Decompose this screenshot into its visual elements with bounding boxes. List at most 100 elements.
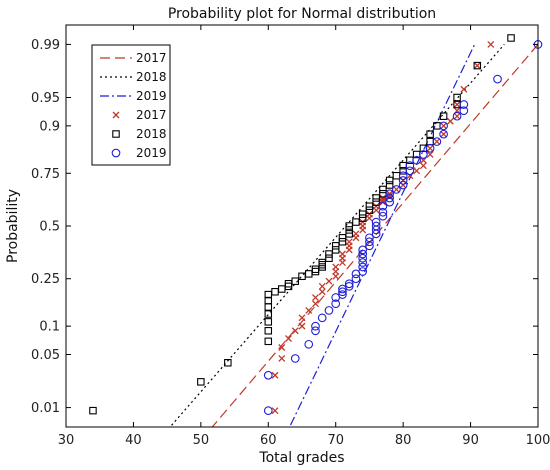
legend-label: 2017 <box>136 108 167 122</box>
data-point-2017-x <box>440 122 448 130</box>
x-tick-label: 100 <box>526 433 550 448</box>
legend-box <box>91 44 171 166</box>
data-point-2018-square <box>379 185 387 194</box>
data-point-2017-x <box>278 354 286 362</box>
data-point-2018-square <box>345 230 353 238</box>
x-tick-label: 90 <box>462 433 479 448</box>
y-tick-label: 0.01 <box>31 401 60 416</box>
data-point-2018-square <box>264 327 273 335</box>
data-point-2019-circle <box>331 299 341 309</box>
data-point-2018-square <box>331 242 340 250</box>
data-point-2019-circle <box>459 100 469 109</box>
data-point-2019-circle <box>371 217 381 227</box>
data-point-2019-circle <box>425 143 435 153</box>
data-point-2019-circle <box>459 106 469 116</box>
data-point-2019-circle <box>358 245 368 255</box>
data-point-2017-x <box>413 167 421 175</box>
data-point-2017-x <box>359 218 367 226</box>
x-tick-label: 60 <box>260 433 277 448</box>
data-point-2019-circle <box>378 211 388 221</box>
data-point-2017-x <box>352 230 360 238</box>
data-point-2017-x <box>433 138 441 146</box>
data-point-2017-x <box>325 277 333 285</box>
data-point-2019-circle <box>358 253 368 263</box>
data-point-2019-circle <box>385 189 395 199</box>
x-tick-label: 50 <box>193 433 210 448</box>
data-point-2019-circle <box>452 111 462 121</box>
data-point-2019-circle <box>365 233 374 243</box>
data-point-2019-circle <box>358 258 368 267</box>
x-tick-label: 70 <box>327 433 344 448</box>
data-point-2017-x <box>453 101 461 108</box>
data-point-2018-square <box>365 206 374 214</box>
data-point-2017-x <box>440 130 448 138</box>
fit-line-2019-dashdot <box>288 44 476 427</box>
data-point-2017-x <box>487 40 495 48</box>
data-point-2019-circle <box>338 290 347 299</box>
legend: 2017 2018 2019 2017 2018 2019 <box>91 44 171 166</box>
data-point-2019-circle <box>398 180 408 190</box>
data-point-2019-circle <box>385 197 395 207</box>
data-point-2018-square <box>372 198 380 206</box>
data-point-2017-x <box>305 306 313 314</box>
y-tick-label: 0.99 <box>31 38 60 53</box>
data-point-2019-circle <box>439 129 448 139</box>
data-point-2017-x <box>365 210 373 218</box>
data-point-2018-square <box>358 214 367 222</box>
data-point-2019-circle <box>344 281 354 291</box>
data-point-2019-circle <box>358 262 368 272</box>
data-point-2018-square <box>358 210 367 218</box>
data-point-2019-circle <box>317 313 327 323</box>
x-tick-label: 80 <box>395 433 412 448</box>
legend-label: 2019 <box>136 146 167 160</box>
data-point-2019-circle <box>378 207 388 217</box>
y-tick-label: 0.9 <box>39 119 60 134</box>
data-point-2017-x <box>271 407 279 415</box>
data-point-2018-square <box>264 318 273 326</box>
data-point-2018-square <box>473 61 482 70</box>
x-tick-label: 40 <box>125 433 142 448</box>
data-point-2019-circle <box>290 354 300 363</box>
data-point-2018-square <box>197 378 205 386</box>
data-point-2018-square <box>325 250 333 258</box>
data-point-2017-x <box>399 176 407 184</box>
data-point-2017-x <box>318 282 326 290</box>
data-point-2019-circle <box>398 171 408 181</box>
data-point-2019-circle <box>358 249 368 259</box>
data-point-2017-x <box>312 300 319 308</box>
y-tick-label: 0.95 <box>31 91 60 106</box>
data-point-2018-square <box>385 176 394 185</box>
data-point-2017-x <box>312 294 319 301</box>
data-point-2019-circle <box>378 201 388 211</box>
legend-label: 2018 <box>136 127 167 141</box>
y-tick-label: 0.25 <box>31 272 60 287</box>
data-point-2017-x <box>473 62 481 70</box>
data-point-2019-circle <box>338 287 347 297</box>
data-point-2017-x <box>298 322 306 330</box>
data-point-2019-circle <box>392 185 401 194</box>
y-tick-label: 0.5 <box>39 220 60 235</box>
data-point-2017-x <box>379 196 387 204</box>
data-point-2018-square <box>352 218 360 226</box>
data-point-2018-square <box>439 112 448 120</box>
data-point-2018-square <box>291 277 300 285</box>
y-tick-label: 0.75 <box>31 167 60 182</box>
legend-label: 2019 <box>136 89 167 103</box>
data-point-2018-square <box>325 254 333 262</box>
data-point-2019-circle <box>304 339 314 349</box>
data-point-2019-circle <box>405 166 415 176</box>
data-point-2019-circle <box>311 321 320 331</box>
data-point-2017-x <box>446 117 454 125</box>
data-markers <box>89 34 543 415</box>
legend-label: 2017 <box>136 51 167 65</box>
data-point-2018-square <box>426 130 434 138</box>
legend-marker-circle <box>111 148 121 158</box>
data-point-2017-x <box>386 192 394 200</box>
data-point-2019-circle <box>324 306 334 315</box>
data-point-2019-circle <box>419 150 428 159</box>
data-point-2018-square <box>372 194 380 202</box>
data-point-2019-circle <box>432 137 442 146</box>
data-point-2017-x <box>419 162 427 170</box>
data-point-2017-x <box>291 327 299 335</box>
